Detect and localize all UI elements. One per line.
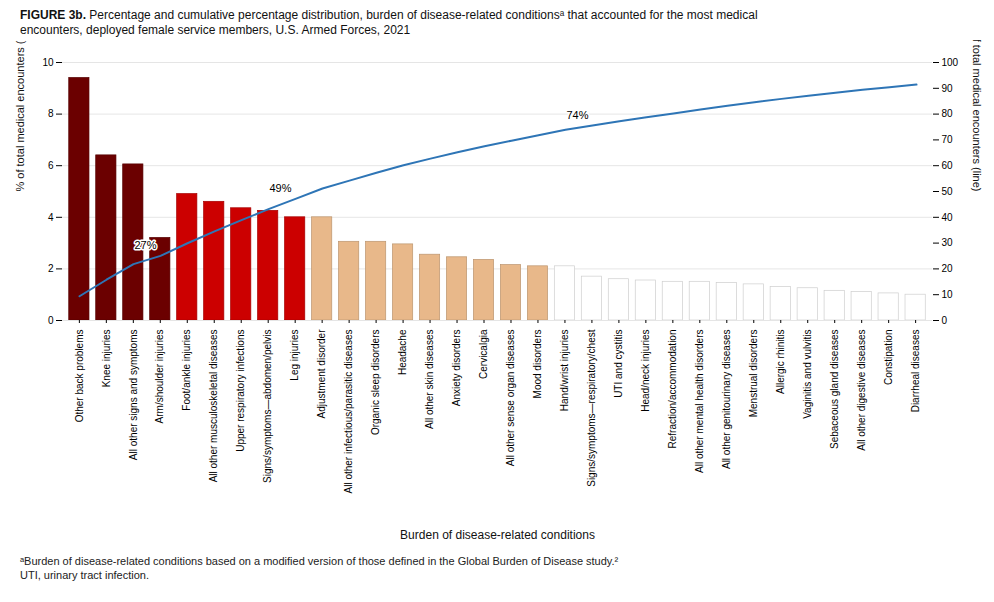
svg-text:Organic sleep disorders: Organic sleep disorders (370, 330, 381, 436)
svg-text:10: 10 (42, 57, 54, 68)
svg-text:Knee injuries: Knee injuries (101, 330, 112, 388)
svg-text:% of total medical encounters: % of total medical encounters (columns) (14, 40, 26, 192)
svg-text:UTI and cystitis: UTI and cystitis (613, 330, 624, 398)
svg-text:49%: 49% (269, 182, 291, 194)
html-text:ᵃBurden of disease-related con: ᵃBurden of disease-related conditions ba… (20, 555, 619, 567)
svg-text:All other infectious/parasitic: All other infectious/parasitic diseases (343, 330, 354, 494)
svg-text:Refraction/accommodation: Refraction/accommodation (667, 330, 678, 449)
svg-text:50: 50 (942, 186, 954, 197)
html-text:FIGURE 3b. Percentage and cumu: FIGURE 3b. Percentage and cumulative per… (20, 8, 758, 37)
svg-text:All other signs and symptoms: All other signs and symptoms (128, 330, 139, 461)
svg-text:4: 4 (48, 212, 54, 223)
svg-text:Allergic rhinitis: Allergic rhinitis (775, 330, 786, 394)
svg-text:60: 60 (942, 160, 954, 171)
svg-text:80: 80 (942, 108, 954, 119)
svg-text:30: 30 (942, 237, 954, 248)
svg-text:100: 100 (942, 57, 959, 68)
svg-text:Upper respiratory infections: Upper respiratory infections (235, 330, 246, 452)
svg-text:0: 0 (48, 315, 54, 326)
svg-text:Leg injuries: Leg injuries (289, 330, 300, 381)
svg-text:90: 90 (942, 83, 954, 94)
svg-text:10: 10 (942, 289, 954, 300)
svg-text:Diarrheal diseases: Diarrheal diseases (910, 330, 921, 413)
svg-text:27%: 27% (134, 239, 156, 251)
svg-text:All other mental health disord: All other mental health disorders (694, 330, 705, 473)
svg-text:Burden of disease-related cond: Burden of disease-related conditions (400, 528, 595, 542)
svg-text:2: 2 (48, 263, 54, 274)
svg-text:6: 6 (48, 160, 54, 171)
svg-text:Signs/symptoms—respiratory/che: Signs/symptoms—respiratory/chest (586, 329, 597, 486)
svg-text:Menstrual disorders: Menstrual disorders (748, 330, 759, 418)
svg-text:Sebaceous gland diseases: Sebaceous gland diseases (829, 330, 840, 450)
svg-text:74%: 74% (566, 109, 588, 121)
svg-text:All other sense organ diseases: All other sense organ diseases (505, 330, 516, 467)
svg-text:All other musculoskeletal dise: All other musculoskeletal diseases (208, 330, 219, 483)
svg-text:Anxiety disorders: Anxiety disorders (451, 330, 462, 407)
svg-text:40: 40 (942, 212, 954, 223)
svg-text:All other genitourinary diseas: All other genitourinary diseases (721, 330, 732, 470)
svg-text:Other back problems: Other back problems (74, 330, 85, 423)
svg-text:8: 8 (48, 108, 54, 119)
svg-text:Head/neck injuries: Head/neck injuries (640, 330, 651, 412)
svg-text:0: 0 (942, 315, 948, 326)
svg-text:Constipation: Constipation (883, 330, 894, 386)
svg-text:Foot/ankle injuries: Foot/ankle injuries (181, 330, 192, 411)
svg-text:Mood disorders: Mood disorders (532, 330, 543, 399)
svg-text:Cervicalgia: Cervicalgia (478, 329, 489, 379)
svg-text:Headache: Headache (397, 329, 408, 375)
svg-text:Hand/wrist injuries: Hand/wrist injuries (559, 330, 570, 412)
svg-text:70: 70 (942, 134, 954, 145)
svg-text:Signs/symptoms—abdomen/pelvis: Signs/symptoms—abdomen/pelvis (262, 330, 273, 483)
svg-text:All other skin diseases: All other skin diseases (424, 330, 435, 430)
svg-text:Cumulative % of total medical: Cumulative % of total medical encounters… (971, 40, 983, 192)
svg-text:20: 20 (942, 263, 954, 274)
svg-text:Vaginitis and vulvitis: Vaginitis and vulvitis (802, 330, 813, 419)
svg-text:All other digestive diseases: All other digestive diseases (856, 330, 867, 451)
svg-text:Adjustment disorder: Adjustment disorder (316, 329, 327, 419)
html-text:UTI, urinary tract infection.: UTI, urinary tract infection. (20, 569, 149, 581)
svg-text:Arm/shoulder injuries: Arm/shoulder injuries (154, 330, 165, 424)
